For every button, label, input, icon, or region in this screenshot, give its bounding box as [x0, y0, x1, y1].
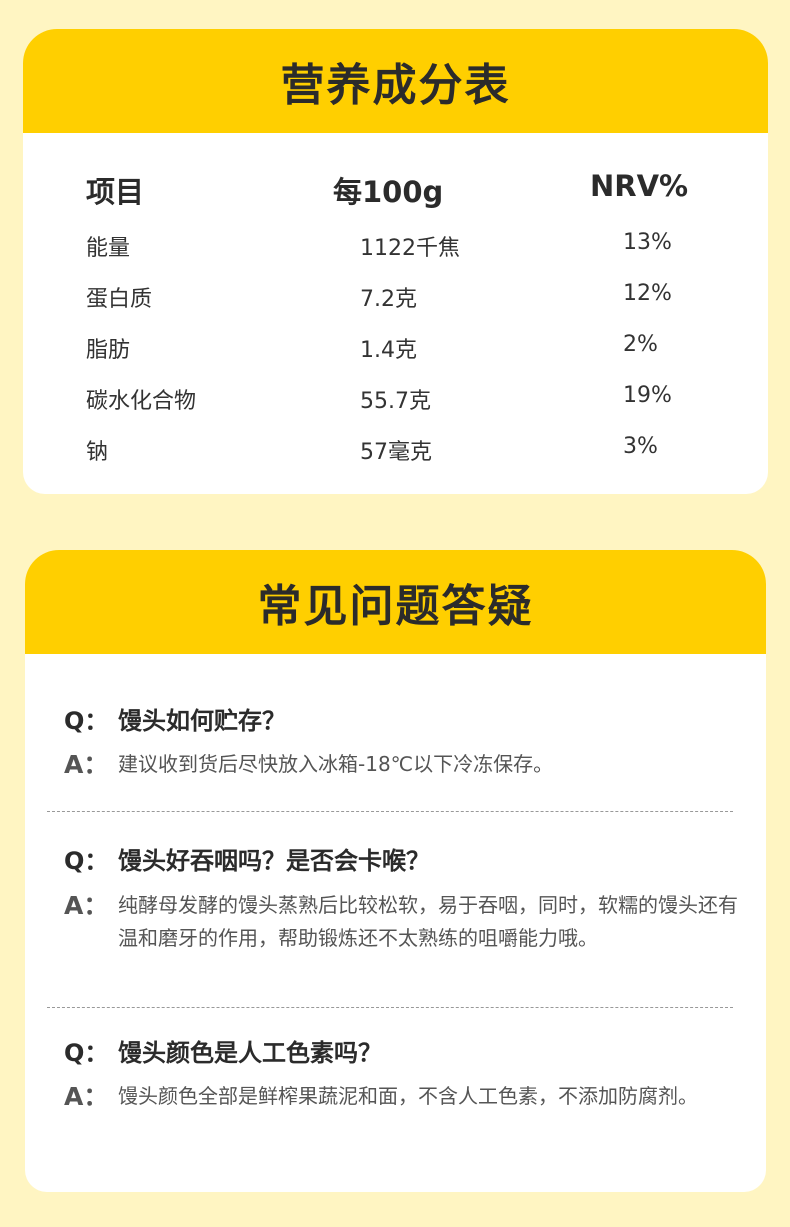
cell: 能量: [86, 236, 131, 261]
cell: 3%: [623, 434, 658, 459]
cell: 1.4克: [360, 338, 417, 363]
cell: 12%: [623, 281, 672, 306]
faq-answer: A： 建议收到货后尽快放入冰箱-18℃以下冷冻保存。: [64, 748, 744, 781]
faq-question: Q： 馒头如何贮存？: [64, 701, 286, 736]
divider: [47, 811, 733, 812]
cell: 7.2克: [360, 287, 417, 312]
cell: 钠: [86, 440, 109, 465]
answer-text: 纯酵母发酵的馒头蒸熟后比较松软，易于吞咽，同时，软糯的馒头还有温和磨牙的作用，帮…: [118, 893, 738, 950]
cell: 57毫克: [360, 440, 432, 465]
cell: 蛋白质: [86, 287, 153, 312]
answer-text: 馒头颜色全部是鲜榨果蔬泥和面，不含人工色素，不添加防腐剂。: [118, 1084, 698, 1108]
q-label: Q：: [64, 847, 109, 875]
a-label: A：: [64, 1082, 109, 1111]
faq-question: Q： 馒头好吞咽吗？是否会卡喉？: [64, 841, 430, 876]
q-label: Q：: [64, 1039, 109, 1067]
question-text: 馒头如何贮存？: [118, 707, 286, 735]
cell: 19%: [623, 383, 672, 408]
faq-answer: A： 纯酵母发酵的馒头蒸熟后比较松软，易于吞咽，同时，软糯的馒头还有温和磨牙的作用…: [64, 889, 744, 955]
divider: [47, 1007, 733, 1008]
header-item: 项目: [86, 175, 145, 209]
header-per100g: 每100g: [333, 175, 444, 209]
cell: 碳水化合物: [86, 389, 197, 414]
nutrition-title: 营养成分表: [23, 29, 768, 133]
cell: 2%: [623, 332, 658, 357]
a-label: A：: [64, 891, 109, 920]
answer-text: 建议收到货后尽快放入冰箱-18℃以下冷冻保存。: [118, 752, 554, 776]
header-nrv: NRV%: [590, 169, 689, 203]
cell: 脂肪: [86, 338, 131, 363]
question-text: 馒头好吞咽吗？是否会卡喉？: [118, 847, 430, 875]
faq-title: 常见问题答疑: [25, 550, 766, 654]
faq-card: 常见问题答疑 Q： 馒头如何贮存？ A： 建议收到货后尽快放入冰箱-18℃以下冷冻保…: [25, 550, 766, 1192]
cell: 13%: [623, 230, 672, 255]
question-text: 馒头颜色是人工色素吗？: [118, 1039, 382, 1067]
cell: 1122千焦: [360, 236, 460, 261]
q-label: Q：: [64, 707, 109, 735]
a-label: A：: [64, 750, 109, 779]
faq-answer: A： 馒头颜色全部是鲜榨果蔬泥和面，不含人工色素，不添加防腐剂。: [64, 1080, 744, 1113]
nutrition-card: 营养成分表 项目 每100g NRV% 能量 1122千焦 13% 蛋白质 7.2克 1…: [23, 29, 768, 494]
cell: 55.7克: [360, 389, 431, 414]
faq-question: Q： 馒头颜色是人工色素吗？: [64, 1033, 382, 1068]
